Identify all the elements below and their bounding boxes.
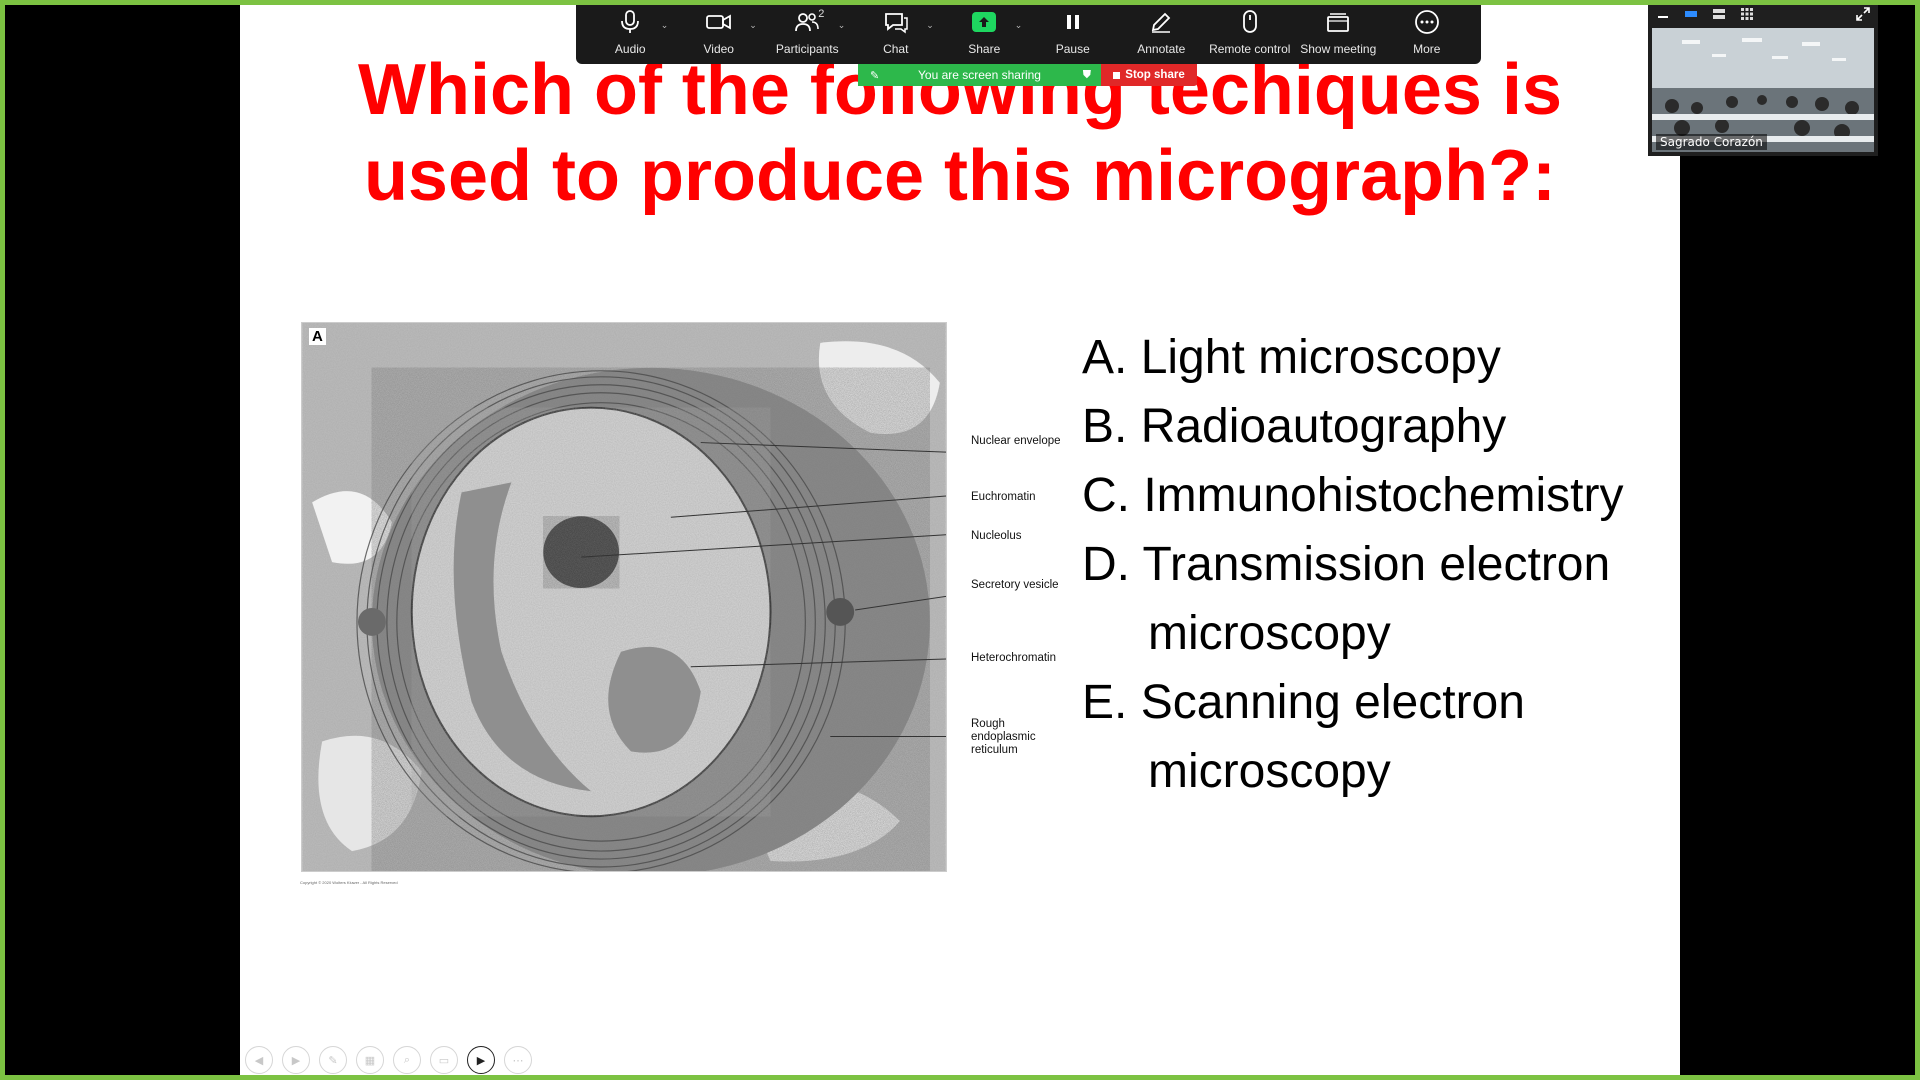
more-options-icon[interactable]: ⋯ (504, 1046, 532, 1074)
label-secretory-vesicle: Secretory vesicle (971, 579, 1059, 591)
presentation-slide: Which of the following techiques is used… (240, 5, 1680, 1075)
stop-share-label: Stop share (1125, 69, 1185, 81)
participant-name-tag: Sagrado Corazón (1656, 134, 1767, 150)
participant-video-feed[interactable]: Sagrado Corazón (1652, 28, 1874, 152)
label-heterochromatin: Heterochromatin (971, 652, 1057, 664)
show-meeting-label: Show meeting (1300, 42, 1377, 56)
pen-icon[interactable]: ✎ (319, 1046, 347, 1074)
next-slide-icon[interactable]: ▶ (282, 1046, 310, 1074)
all-slides-icon[interactable]: ▦ (356, 1046, 384, 1074)
audio-button[interactable]: ⌄ Audio (586, 2, 674, 62)
label-rough-er: Rough endoplasmic reticulum (971, 718, 1036, 756)
share-button[interactable]: ⌄ Share (940, 2, 1028, 62)
answer-e-continued: microscopy (1148, 745, 1391, 798)
label-nuclear-envelope: Nuclear envelope (971, 435, 1061, 447)
annotate-button[interactable]: Annotate (1117, 2, 1205, 62)
chevron-down-icon[interactable]: ⌄ (837, 20, 846, 30)
show-meeting-window-icon (1327, 13, 1350, 32)
meeting-toolbar: ⌄ Audio ⌄ Video 2 ⌄ Participants ⌄ Chat … (576, 0, 1481, 64)
remote-control-label: Remote control (1209, 42, 1291, 56)
video-camera-icon (705, 14, 731, 30)
screen-sharing-text: You are screen sharing (918, 68, 1041, 82)
pencil-icon (1152, 12, 1171, 33)
pin-icon: ✎ (870, 69, 880, 82)
remote-control-button[interactable]: Remote control (1206, 2, 1294, 62)
chat-label: Chat (883, 42, 909, 56)
label-nucleolus: Nucleolus (971, 530, 1022, 542)
answer-d-continued: microscopy (1148, 607, 1391, 660)
stacked-view-icon[interactable] (1712, 7, 1726, 21)
video-panel-bar (1648, 0, 1878, 28)
figure-copyright: Copyright © 2020 Wolters Kluwer - All Ri… (300, 880, 398, 885)
chevron-down-icon[interactable]: ⌄ (749, 20, 757, 30)
mouse-icon (1242, 10, 1257, 33)
shield-icon: ⛊ (1082, 68, 1091, 81)
previous-slide-icon[interactable]: ◀ (245, 1046, 273, 1074)
answer-d: D. Transmission electron (1082, 538, 1611, 591)
slideshow-controls: ◀ ▶ ✎ ▦ ⌕ ▭ ▶ ⋯ (245, 1045, 532, 1075)
floating-video-panel[interactable]: Sagrado Corazón (1648, 0, 1878, 156)
chevron-down-icon[interactable]: ⌄ (660, 20, 669, 30)
participants-label: Participants (775, 42, 839, 56)
answer-b: B. Radioautography (1082, 400, 1507, 453)
panel-letter: A (309, 328, 326, 345)
chevron-down-icon[interactable]: ⌄ (926, 20, 934, 30)
micrograph-figure: A (301, 322, 949, 877)
video-button[interactable]: ⌄ Video (675, 2, 763, 62)
audio-label: Audio (614, 42, 646, 56)
electron-micrograph-image (301, 322, 947, 872)
more-label: More (1413, 42, 1441, 56)
subtitles-icon[interactable]: ▭ (430, 1046, 458, 1074)
microphone-icon (621, 10, 640, 33)
active-speaker-view-icon[interactable] (1684, 7, 1698, 21)
answer-a: A. Light microscopy (1082, 331, 1501, 384)
answer-c: C. Immunohistochemistry (1082, 469, 1624, 522)
answer-e: E. Scanning electron (1082, 676, 1525, 729)
more-button[interactable]: More (1383, 2, 1471, 62)
gallery-view-icon[interactable] (1740, 7, 1754, 21)
show-meeting-button[interactable]: Show meeting (1294, 2, 1382, 62)
zoom-icon[interactable]: ⌕ (393, 1046, 421, 1074)
share-label: Share (968, 42, 1001, 56)
expand-icon[interactable] (1856, 7, 1870, 21)
screen-sharing-banner[interactable]: ✎ You are screen sharing ⛊ (858, 64, 1101, 86)
answer-options: A. Light microscopy B. Radioautography C… (1082, 323, 1662, 806)
chat-button[interactable]: ⌄ Chat (852, 2, 940, 62)
participants-button[interactable]: 2 ⌄ Participants (763, 2, 851, 62)
video-label: Video (703, 42, 734, 56)
annotate-label: Annotate (1137, 42, 1186, 56)
stop-share-button[interactable]: Stop share (1101, 64, 1197, 86)
participants-icon (795, 13, 820, 32)
pause-label: Pause (1055, 42, 1090, 56)
minimize-icon[interactable] (1656, 7, 1670, 21)
slide-title-line-2: used to produce this micrograph?: (363, 136, 1557, 216)
participants-count: 2 (818, 8, 825, 20)
pause-icon (1066, 15, 1079, 29)
camera-icon[interactable]: ▶ (467, 1046, 495, 1074)
stop-icon (1113, 71, 1121, 79)
pause-share-button[interactable]: Pause (1029, 2, 1117, 62)
label-euchromatin: Euchromatin (971, 491, 1036, 503)
chevron-down-icon[interactable]: ⌄ (1014, 20, 1023, 30)
more-icon (1414, 10, 1439, 34)
chat-icon (884, 13, 908, 34)
share-screen-icon (972, 12, 997, 32)
